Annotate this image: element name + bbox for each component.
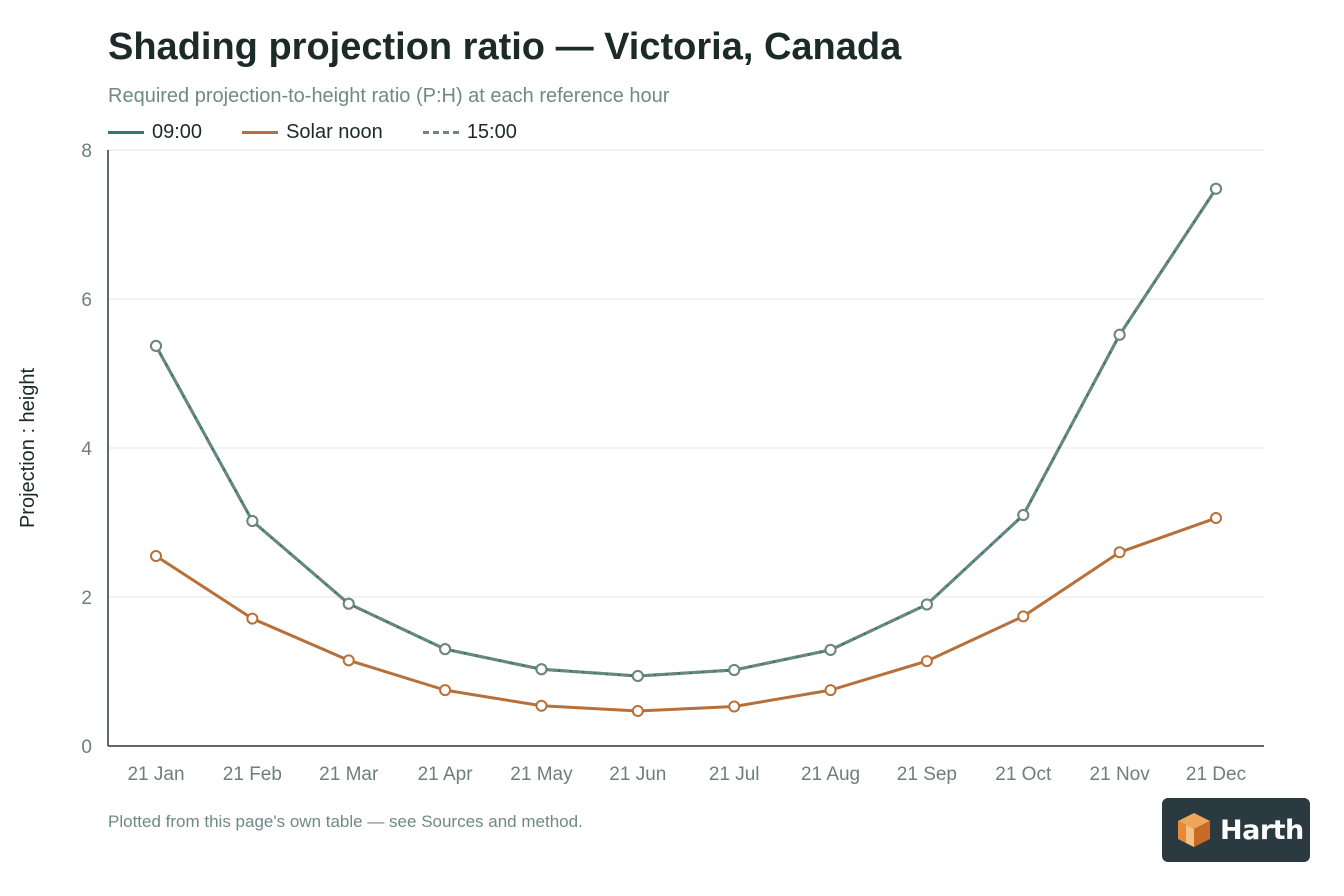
data-point-1	[342, 654, 355, 667]
legend-label-0900: 09:00	[152, 120, 203, 143]
data-point-1	[824, 684, 837, 697]
data-point-2	[150, 339, 162, 352]
legend-item-0900: 09:00	[108, 121, 202, 144]
data-point-2	[535, 663, 548, 676]
data-point-2	[728, 664, 741, 677]
x-tick-label: 21 Mar	[319, 764, 379, 785]
legend-swatch-solar-noon	[242, 130, 279, 134]
chart-title: Shading projection ratio — Victoria, Can…	[108, 26, 902, 68]
series-line-2	[154, 187, 1218, 678]
legend-swatch-1500	[422, 130, 459, 134]
x-tick-label: 21 Apr	[418, 764, 474, 785]
data-point-1	[535, 699, 548, 712]
data-point-1	[1113, 546, 1126, 559]
x-tick-label: 21 Sep	[897, 764, 957, 785]
data-point-2	[631, 669, 644, 682]
data-point-1	[1017, 610, 1030, 623]
data-point-2	[1210, 182, 1222, 195]
data-point-2	[1017, 509, 1030, 522]
data-point-2	[439, 643, 452, 656]
legend-label-solar-noon: Solar noon	[286, 120, 383, 143]
legend-label-1500: 15:00	[466, 120, 517, 143]
data-point-2	[342, 597, 355, 610]
data-point-2	[1113, 328, 1126, 341]
chart-subtitle: Required projection-to-height ratio (P:H…	[108, 85, 670, 107]
data-point-1	[920, 655, 933, 668]
y-tick-label: 4	[81, 439, 92, 460]
data-point-2	[246, 515, 259, 528]
legend-item-solar-noon: Solar noon	[242, 121, 383, 144]
series-line-0	[154, 187, 1218, 678]
harth-cube-icon	[1178, 813, 1210, 847]
x-tick-label: 21 Oct	[995, 764, 1052, 785]
y-tick-label: 8	[81, 141, 92, 162]
chart-legend: 09:00 Solar noon 15:00	[108, 119, 557, 145]
data-point-1	[631, 704, 644, 717]
harth-logo: Harth	[1162, 798, 1310, 862]
data-point-1	[1210, 512, 1222, 525]
data-point-2	[824, 643, 837, 656]
legend-item-1500: 15:00	[422, 120, 517, 144]
x-tick-label: 21 Feb	[223, 764, 282, 785]
x-tick-label: 21 Jun	[609, 764, 666, 785]
y-tick-label: 0	[81, 737, 92, 758]
data-point-1	[150, 550, 162, 563]
x-tick-label: 21 Jul	[709, 764, 760, 785]
y-axis-label: Projection : height	[17, 368, 39, 529]
x-tick-label: 21 Nov	[1090, 764, 1151, 785]
x-tick-label: 21 Aug	[801, 764, 860, 785]
data-point-2	[920, 598, 933, 611]
y-tick-label: 6	[81, 290, 92, 311]
chart-footnote: Plotted from this page's own table — see…	[108, 812, 583, 831]
data-point-1	[728, 700, 741, 713]
data-point-1	[246, 612, 259, 625]
y-tick-label: 2	[81, 588, 92, 609]
harth-logo-text: Harth	[1220, 814, 1304, 846]
legend-swatch-0900	[108, 130, 144, 134]
x-tick-label: 21 May	[510, 764, 573, 785]
series-line-1	[154, 516, 1218, 713]
x-tick-label: 21 Dec	[1186, 764, 1246, 785]
data-point-1	[439, 684, 452, 697]
x-tick-label: 21 Jan	[127, 764, 184, 785]
